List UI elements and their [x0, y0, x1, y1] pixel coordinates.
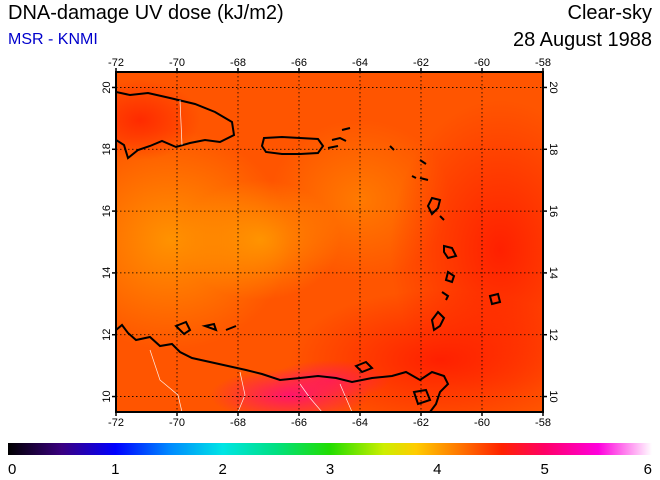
colorbar-tick-label: 2: [218, 461, 226, 478]
map-axes: -72 -72 -70 -70 -68 -68 -66 -66 -64 -64 -62 -62 -60 -…: [101, 57, 559, 429]
margarita-island: [354, 360, 374, 374]
left-lat-label: 12: [101, 329, 113, 341]
colorbar-tick-label: 3: [326, 461, 334, 478]
top-lon-label: -72: [108, 57, 124, 69]
map-title: DNA-damage UV dose (kJ/m2): [8, 2, 284, 24]
right-lat-label: 10: [547, 390, 559, 402]
uv-field: [116, 72, 543, 412]
top-lon-label: -62: [413, 57, 429, 69]
leeward-islands: [389, 145, 502, 332]
bottom-lon-label: -64: [352, 417, 368, 429]
colorbar-tick-label: 5: [540, 461, 548, 478]
bottom-lon-label: -66: [291, 417, 307, 429]
top-lon-label: -60: [474, 57, 490, 69]
right-lat-label: 16: [547, 205, 559, 217]
abc-islands: [174, 320, 237, 336]
colorbar-tick-label: 1: [111, 461, 119, 478]
political-borders: [149, 99, 353, 412]
left-lat-label: 14: [101, 267, 113, 279]
right-lat-label: 14: [547, 267, 559, 279]
coastlines: [116, 91, 502, 412]
puerto-rico-coast: [260, 135, 325, 155]
bottom-lon-label: -70: [169, 417, 185, 429]
left-lat-label: 18: [101, 143, 113, 155]
colorbar-labels: 0 1 2 3 4 5 6: [8, 461, 652, 478]
map-frame: [115, 71, 544, 413]
south-american-coast: [116, 323, 450, 412]
top-lon-label: -64: [352, 57, 368, 69]
colorbar-tick-label: 0: [8, 461, 16, 478]
left-lat-label: 20: [101, 81, 113, 93]
sky-condition-label: Clear-sky: [567, 2, 652, 24]
colorbar-tick-label: 4: [433, 461, 441, 478]
top-lon-label: -66: [291, 57, 307, 69]
bottom-lon-label: -62: [413, 417, 429, 429]
hispaniola-coast: [116, 91, 236, 160]
left-lat-label: 16: [101, 205, 113, 217]
bottom-lon-label: -58: [535, 417, 551, 429]
date-label: 28 August 1988: [512, 29, 652, 51]
bottom-lon-label: -60: [474, 417, 490, 429]
trinidad-island: [412, 388, 432, 406]
right-lat-label: 20: [547, 81, 559, 93]
producer-credit: MSR - KNMI: [8, 31, 98, 48]
top-lon-label: -58: [535, 57, 551, 69]
bottom-lon-label: -68: [230, 417, 246, 429]
right-lat-label: 12: [547, 329, 559, 341]
right-lat-label: 18: [547, 143, 559, 155]
colorbar: [8, 443, 652, 455]
top-lon-label: -68: [230, 57, 246, 69]
left-lat-label: 10: [101, 390, 113, 402]
colorbar-tick-label: 6: [644, 461, 652, 478]
graticule: [116, 72, 543, 412]
virgin-islands: [327, 127, 351, 149]
bottom-lon-label: -72: [108, 417, 124, 429]
top-lon-label: -70: [169, 57, 185, 69]
